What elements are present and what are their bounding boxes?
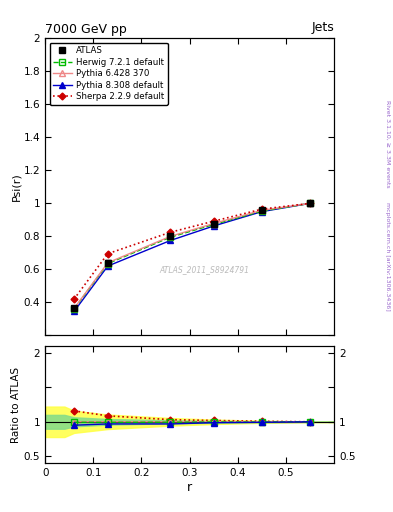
Pythia 6.428 370 [259,207,264,214]
Sherpa 2.2.9 default [308,200,312,206]
Sherpa 2.2.9 default [168,229,173,236]
Pythia 8.308 default [168,238,173,244]
Line: Sherpa 2.2.9 default: Sherpa 2.2.9 default [72,201,312,302]
Herwig 7.2.1 default [259,208,264,214]
Pythia 8.308 default [105,263,110,269]
Text: mcplots.cern.ch [arXiv:1306.3436]: mcplots.cern.ch [arXiv:1306.3436] [385,202,390,310]
Line: Pythia 8.308 default: Pythia 8.308 default [71,201,313,314]
Sherpa 2.2.9 default [259,206,264,212]
X-axis label: r: r [187,481,192,494]
Y-axis label: Psi(r): Psi(r) [11,173,21,201]
Line: Herwig 7.2.1 default: Herwig 7.2.1 default [71,201,313,312]
Herwig 7.2.1 default [168,234,173,240]
Herwig 7.2.1 default [105,261,110,267]
Pythia 8.308 default [259,208,264,215]
Text: Rivet 3.1.10, ≥ 3.3M events: Rivet 3.1.10, ≥ 3.3M events [385,99,390,187]
Text: 7000 GeV pp: 7000 GeV pp [45,23,127,36]
Herwig 7.2.1 default [308,200,312,206]
Pythia 8.308 default [211,223,216,229]
Pythia 8.308 default [308,200,312,206]
Sherpa 2.2.9 default [72,296,77,302]
Text: ATLAS_2011_S8924791: ATLAS_2011_S8924791 [159,266,249,274]
Herwig 7.2.1 default [211,221,216,227]
Pythia 6.428 370 [308,200,312,206]
Pythia 6.428 370 [168,233,173,240]
Sherpa 2.2.9 default [105,251,110,257]
Herwig 7.2.1 default [72,306,77,312]
Pythia 6.428 370 [211,221,216,227]
Y-axis label: Ratio to ATLAS: Ratio to ATLAS [11,367,21,442]
Pythia 6.428 370 [105,260,110,266]
Legend: ATLAS, Herwig 7.2.1 default, Pythia 6.428 370, Pythia 8.308 default, Sherpa 2.2.: ATLAS, Herwig 7.2.1 default, Pythia 6.42… [50,42,168,105]
Line: Pythia 6.428 370: Pythia 6.428 370 [71,201,313,311]
Pythia 6.428 370 [72,305,77,311]
Pythia 8.308 default [72,308,77,314]
Text: Jets: Jets [311,21,334,34]
Sherpa 2.2.9 default [211,218,216,224]
